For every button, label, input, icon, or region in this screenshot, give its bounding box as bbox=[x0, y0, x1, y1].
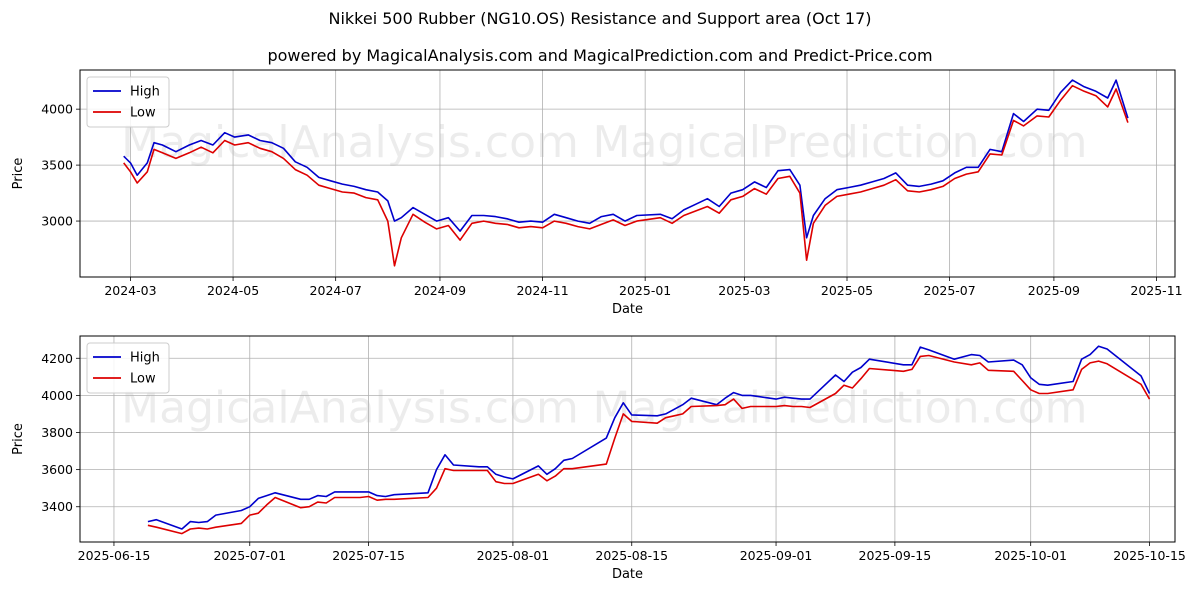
x-tick-label: 2025-09 bbox=[1028, 283, 1080, 298]
x-tick-label: 2024-07 bbox=[310, 283, 362, 298]
x-tick-label: 2024-05 bbox=[207, 283, 259, 298]
y-tick-label: 3500 bbox=[41, 158, 73, 173]
x-axis-label: Date bbox=[612, 302, 643, 317]
x-tick-label: 2025-08-15 bbox=[595, 548, 668, 563]
series-line-high bbox=[147, 345, 1151, 530]
y-tick-label: 4000 bbox=[41, 102, 73, 117]
x-tick-label: 2024-09 bbox=[414, 283, 466, 298]
legend-box bbox=[86, 342, 170, 394]
y-tick-label: 3000 bbox=[41, 214, 73, 229]
legend-box bbox=[86, 76, 170, 128]
series-line-low bbox=[123, 84, 1129, 267]
plot-frame bbox=[79, 335, 1176, 543]
y-tick-label: 3800 bbox=[41, 425, 73, 440]
x-tick-label: 2025-09-15 bbox=[859, 548, 932, 563]
x-tick-label: 2025-10-15 bbox=[1113, 548, 1186, 563]
x-tick-label: 2024-11 bbox=[516, 283, 568, 298]
series-line-high bbox=[123, 79, 1129, 239]
x-tick-label: 2025-10-01 bbox=[994, 548, 1067, 563]
x-axis-label: Date bbox=[612, 567, 643, 582]
top-chart: MagicalAnalysis.com MagicalPrediction.com… bbox=[11, 69, 1183, 317]
series-line-low bbox=[147, 354, 1151, 535]
watermark-left: MagicalAnalysis.com bbox=[121, 383, 579, 434]
y-tick-label: 4000 bbox=[41, 388, 73, 403]
plot-frame bbox=[79, 69, 1176, 278]
y-tick-label: 4200 bbox=[41, 351, 73, 366]
x-tick-label: 2025-07-15 bbox=[332, 548, 405, 563]
y-axis-label: Price bbox=[11, 158, 26, 190]
legend-label-high: High bbox=[130, 85, 160, 100]
x-tick-label: 2025-06-15 bbox=[78, 548, 151, 563]
x-tick-label: 2025-08-01 bbox=[477, 548, 550, 563]
chart-title: Nikkei 500 Rubber (NG10.OS) Resistance a… bbox=[328, 9, 872, 28]
y-axis-label: Price bbox=[11, 423, 26, 455]
y-tick-label: 3400 bbox=[41, 499, 73, 514]
x-tick-label: 2025-01 bbox=[619, 283, 671, 298]
x-tick-label: 2025-09-01 bbox=[740, 548, 813, 563]
x-tick-label: 2024-03 bbox=[104, 283, 156, 298]
x-tick-label: 2025-07-01 bbox=[213, 548, 286, 563]
x-tick-label: 2025-07 bbox=[923, 283, 975, 298]
x-tick-label: 2025-05 bbox=[821, 283, 873, 298]
legend-label-low: Low bbox=[130, 372, 156, 387]
legend-label-high: High bbox=[130, 351, 160, 366]
x-tick-label: 2025-11 bbox=[1130, 283, 1182, 298]
legend-label-low: Low bbox=[130, 106, 156, 121]
x-tick-label: 2025-03 bbox=[718, 283, 770, 298]
chart-subtitle: powered by MagicalAnalysis.com and Magic… bbox=[267, 46, 933, 65]
y-tick-label: 3600 bbox=[41, 462, 73, 477]
